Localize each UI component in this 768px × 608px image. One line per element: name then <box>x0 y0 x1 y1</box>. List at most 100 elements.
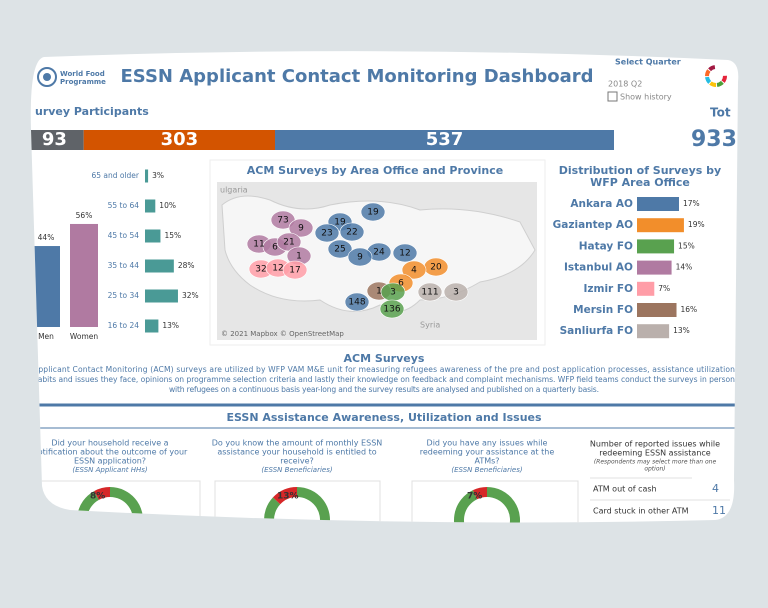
province-label: 21 <box>283 238 294 248</box>
category-label: Gaziantep AO <box>553 219 633 231</box>
category-label: 16 to 24 <box>108 321 140 330</box>
attribution: © 2021 Mapbox © OpenStreetMap <box>221 330 344 338</box>
logo-emblem-core <box>43 73 51 81</box>
place-label: ulgaria <box>220 186 248 195</box>
value-label: 13% <box>673 326 690 335</box>
donut-slice <box>272 487 298 505</box>
donut-label: 7% <box>467 492 482 502</box>
chart-title: WFP Area Office <box>590 176 690 189</box>
province <box>282 260 308 280</box>
checkbox-label: Show history <box>620 93 672 102</box>
bar <box>637 324 670 339</box>
chart-title: Distribution of Surveys by <box>559 164 721 177</box>
logo-text: Programme <box>60 78 106 86</box>
chart-title: ACM Surveys by Area Office and Province <box>247 164 503 177</box>
province <box>392 243 418 263</box>
province-label: 25 <box>334 245 345 255</box>
bar <box>145 199 156 213</box>
checkbox[interactable] <box>607 91 618 102</box>
bar <box>637 239 675 254</box>
province-label: 12 <box>272 264 283 274</box>
province <box>379 299 405 319</box>
donut-slice <box>472 487 488 500</box>
bar <box>145 319 159 333</box>
question: Did you have any issues while <box>427 439 548 448</box>
bar <box>145 229 161 243</box>
filter-label: Select Quarter <box>615 58 681 67</box>
value-label: 17% <box>683 199 700 208</box>
province <box>417 282 443 302</box>
title: ESSN Applicant Contact Monitoring Dashbo… <box>121 66 594 87</box>
question-note: (ESSN Applicant HHs) <box>72 466 148 474</box>
paragraph-line: habits and issues they face, opinions on… <box>33 375 735 384</box>
province-label: 12 <box>399 249 410 259</box>
province-label: 111 <box>421 288 438 298</box>
filter-value: 2018 Q2 <box>608 80 642 89</box>
bar <box>637 303 677 317</box>
province <box>339 222 365 242</box>
question: Did your household receive a <box>51 439 168 448</box>
donut-panel <box>214 480 381 523</box>
province <box>314 223 340 243</box>
issues-heading: Number of reported issues while <box>590 440 720 449</box>
value-label: 19% <box>688 220 705 229</box>
paragraph-line: Applicant Contact Monitoring (ACM) surve… <box>33 365 735 374</box>
province-label: 24 <box>373 248 385 258</box>
section-heading: ACM Surveys <box>344 352 425 365</box>
province <box>327 239 353 259</box>
segment-label: 537 <box>426 129 464 150</box>
stacked-segment <box>274 130 614 150</box>
category-label: Ankara AO <box>570 198 633 210</box>
province-label: 22 <box>346 228 357 238</box>
question: redeeming your assistance at the <box>420 448 555 457</box>
bar <box>637 260 672 275</box>
bar <box>70 223 98 327</box>
province-label: 73 <box>277 216 288 226</box>
question-note: (ESSN Beneficiaries) <box>261 466 332 474</box>
category-label: Men <box>38 332 54 341</box>
category-label: 25 to 34 <box>108 291 140 300</box>
value-label: 7% <box>658 284 670 293</box>
province <box>360 202 386 222</box>
question: ESSN application? <box>74 457 146 466</box>
value-label: 3% <box>152 171 164 180</box>
province <box>443 282 469 302</box>
bar <box>637 281 655 296</box>
segment-label: 93 <box>42 129 67 150</box>
province-label: 136 <box>383 305 400 315</box>
segment-label: 303 <box>161 129 199 150</box>
province <box>401 260 427 280</box>
logo-text: World Food <box>60 70 105 78</box>
province-label: 32 <box>255 265 266 275</box>
question: Do you know the amount of monthly ESSN <box>212 439 383 448</box>
sdg-wheel <box>705 65 727 87</box>
province-label: 17 <box>289 266 300 276</box>
value-label: 56% <box>76 211 93 220</box>
category-label: 45 to 54 <box>108 231 140 240</box>
value-label: 28% <box>178 261 195 270</box>
donut-rest <box>454 487 520 523</box>
paragraph-line: with refugees on a continuous basis year… <box>169 385 599 394</box>
donut-panel <box>411 480 579 523</box>
issue-count: 4 <box>712 482 719 495</box>
category-label: Mersin FO <box>573 304 633 316</box>
question: ATMs? <box>474 457 499 466</box>
question: assistance your household is entitled to <box>217 448 376 457</box>
province <box>347 247 373 267</box>
issues-note: (Respondents may select more than one <box>594 459 717 466</box>
province-label: 9 <box>298 224 304 234</box>
category-label: Hatay FO <box>579 240 633 252</box>
map-panel <box>209 159 546 346</box>
bar <box>145 169 149 183</box>
province-label: 19 <box>367 208 379 218</box>
province-label: 4 <box>411 266 417 276</box>
value-label: 14% <box>676 263 693 272</box>
province-label: 148 <box>348 298 365 308</box>
value-label: 15% <box>678 241 695 250</box>
category-label: Istanbul AO <box>564 262 633 274</box>
issue-label: ATM out of cash <box>593 485 657 494</box>
total-heading: Tot <box>710 106 731 120</box>
stacked-segment <box>83 130 275 150</box>
